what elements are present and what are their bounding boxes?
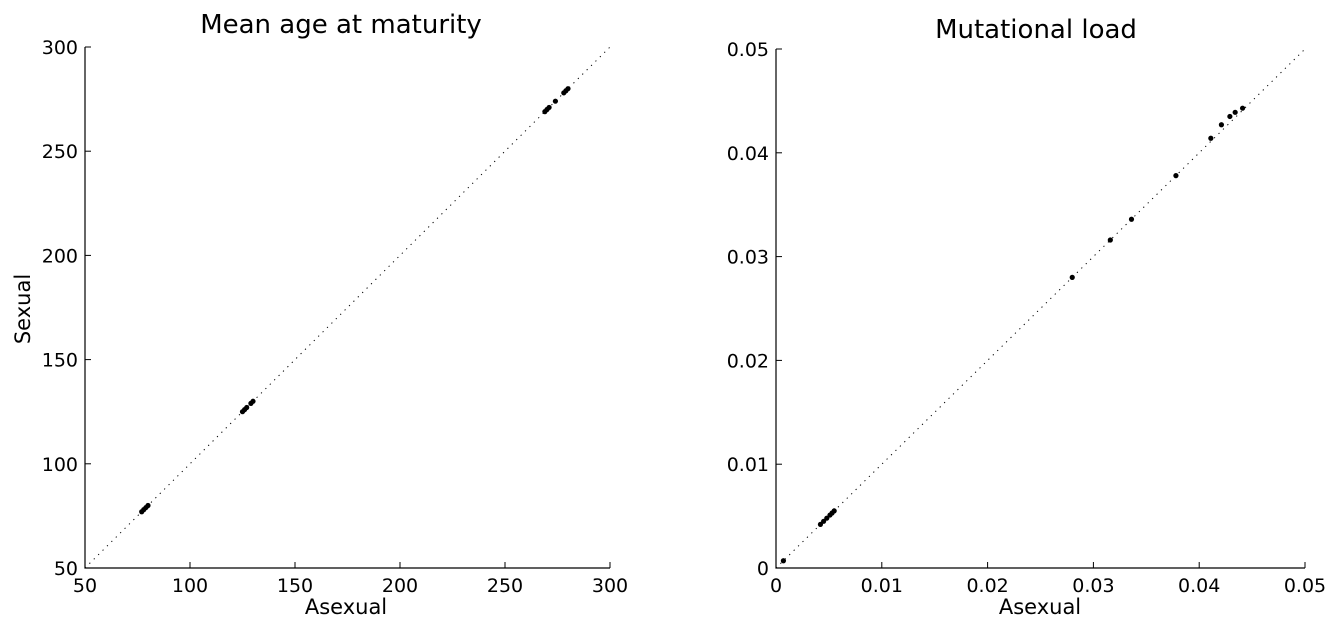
x-tick-label: 0.04	[1178, 575, 1220, 597]
scatter-point	[1128, 216, 1135, 222]
x-tick-label: 0.02	[966, 575, 1008, 597]
chart-mean-age-at-maturity: Mean age at maturity Asexual Sexual 50 10…	[11, 10, 628, 619]
x-axis-ticks: 0 0.01 0.02 0.03 0.04 0.05	[770, 562, 1326, 597]
y-tick-label: 0.01	[727, 454, 769, 476]
scatter-point	[1173, 173, 1179, 179]
y-axis-label: Sexual	[11, 274, 35, 344]
x-axis-label: Asexual	[999, 595, 1081, 619]
x-tick-label: 0	[770, 575, 782, 597]
x-tick-label: 0.01	[861, 575, 903, 597]
scatter-point	[1069, 274, 1075, 280]
scatter-point	[1208, 135, 1214, 141]
x-tick-label: 150	[277, 575, 313, 597]
scatter-points	[139, 86, 571, 515]
x-tick-label: 50	[73, 575, 97, 597]
identity-reference-line	[84, 46, 611, 569]
chart-title: Mutational load	[935, 15, 1137, 45]
scatter-point	[565, 86, 571, 92]
x-tick-label: 100	[172, 575, 208, 597]
y-tick-label: 300	[42, 37, 78, 59]
y-tick-label: 250	[42, 141, 78, 163]
x-tick-label: 300	[592, 575, 628, 597]
scatter-point	[1227, 113, 1233, 120]
axis-frame	[84, 47, 610, 569]
scatter-point	[546, 104, 552, 111]
identity-reference-line	[775, 48, 1306, 569]
scatter-point	[145, 502, 151, 509]
chart-title: Mean age at maturity	[200, 10, 482, 40]
scatter-point	[244, 404, 250, 411]
y-tick-label: 200	[42, 245, 78, 267]
scatter-points	[780, 105, 1246, 564]
x-tick-label: 250	[487, 575, 523, 597]
y-tick-label: 0.04	[727, 143, 769, 165]
y-axis-ticks: 0 0.01 0.02 0.03 0.04 0.05	[727, 39, 782, 580]
scatter-point	[552, 98, 559, 104]
scatter-point	[824, 515, 830, 521]
x-tick-label: 0.05	[1284, 575, 1326, 597]
scatter-point	[250, 398, 256, 404]
scatter-point	[1107, 237, 1113, 243]
chart-mutational-load: Mutational load Asexual 0 0.01 0.02 0.03 0.0…	[727, 15, 1326, 619]
scatter-point	[821, 518, 827, 524]
x-tick-label: 0.03	[1072, 575, 1114, 597]
y-tick-label: 50	[54, 558, 78, 580]
scatter-point	[780, 558, 787, 564]
x-axis-label: Asexual	[305, 595, 387, 619]
y-tick-label: 100	[42, 454, 78, 476]
y-tick-label: 150	[42, 350, 78, 372]
scatter-point	[1218, 122, 1225, 128]
y-axis-ticks: 50 100 150 200 250 300	[42, 37, 91, 580]
scatter-point	[831, 508, 837, 514]
axis-frame	[775, 49, 1305, 569]
y-tick-label: 0.03	[727, 247, 769, 269]
x-axis-ticks: 50 100 150 200 250 300	[73, 562, 628, 597]
y-tick-label: 0	[757, 558, 769, 580]
x-tick-label: 200	[382, 575, 418, 597]
y-tick-label: 0.05	[727, 39, 769, 61]
scatter-point	[1239, 105, 1246, 111]
scatter-point	[817, 521, 824, 528]
y-tick-label: 0.02	[727, 350, 769, 372]
scatter-point	[1232, 109, 1238, 115]
